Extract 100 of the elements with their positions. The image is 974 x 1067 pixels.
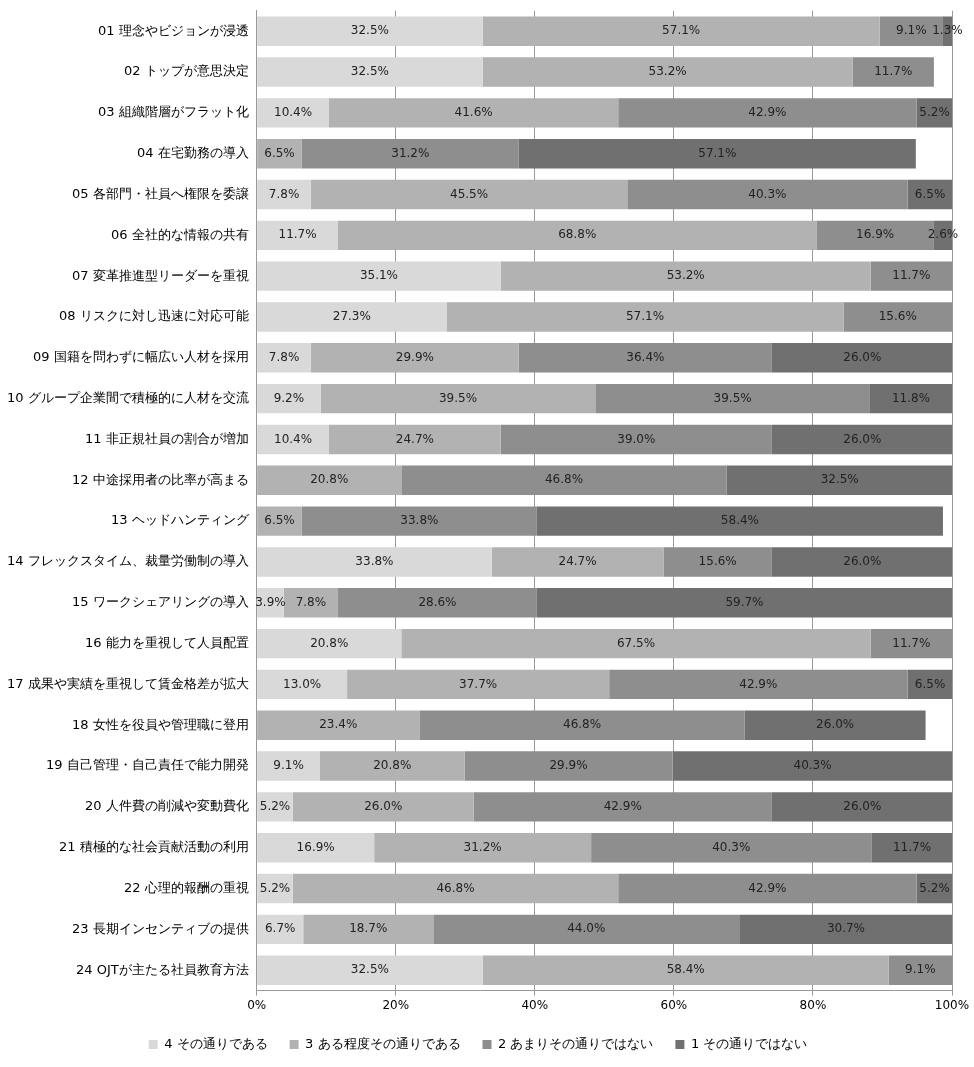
- y-tick-label: 07 変革推進型リーダーを重視: [71, 267, 249, 283]
- bar: [257, 220, 339, 251]
- data-label: 16.9%: [856, 227, 895, 242]
- x-tick-label: 40%: [521, 997, 549, 1012]
- data-label: 11.7%: [892, 839, 932, 854]
- bar: [257, 628, 402, 659]
- data-label: 6.5%: [914, 676, 946, 691]
- bar: [852, 57, 934, 87]
- y-tick-label: 13 ヘッドハンティング: [110, 512, 250, 528]
- bar: [482, 57, 853, 87]
- y-tick-label: 02 トップが意思決定: [123, 63, 249, 79]
- data-label: 26.0%: [364, 799, 403, 814]
- bar: [257, 792, 293, 822]
- data-label: 58.4%: [720, 513, 759, 528]
- data-label: 9.1%: [896, 23, 927, 38]
- bar: [257, 751, 320, 781]
- bar: [482, 955, 889, 985]
- data-label: 5.2%: [919, 880, 950, 895]
- data-label: 7.8%: [295, 594, 327, 609]
- data-label: 53.2%: [648, 64, 687, 79]
- data-label: 26.0%: [843, 799, 882, 814]
- x-tick-label: 60%: [660, 997, 688, 1012]
- bar: [257, 506, 302, 536]
- data-label: 11.7%: [892, 268, 931, 283]
- bar: [257, 98, 329, 128]
- bar: [491, 547, 664, 577]
- data-label: 5.2%: [259, 799, 291, 814]
- data-label: 10.4%: [274, 104, 313, 119]
- y-tick-label: 09 国籍を問わずに幅広い人材を採用: [32, 349, 249, 365]
- y-tick-label: 14 フレックスタイム、裁量労働制の導入: [6, 553, 249, 569]
- bar: [257, 16, 483, 46]
- data-label: 9.1%: [905, 962, 936, 977]
- y-tick-label: 22 心理的報酬の重視: [123, 879, 249, 895]
- y-tick-label: 17 成果や実績を重視して賃金格差が拡大: [6, 675, 249, 691]
- bar: [310, 179, 628, 210]
- data-label: 40.3%: [712, 839, 751, 854]
- y-tick-label: 11 非正規社員の割合が増加: [84, 430, 249, 446]
- y-tick-label: 24 OJTが主たる社員教育方法: [75, 961, 249, 977]
- y-tick-label: 20 人件費の削減や変動費化: [84, 798, 249, 814]
- bar: [871, 833, 952, 863]
- data-label: 58.4%: [666, 962, 705, 977]
- data-label: 9.2%: [273, 390, 305, 405]
- data-label: 30.7%: [826, 921, 866, 936]
- data-label: 6.5%: [264, 513, 295, 528]
- bar: [482, 16, 880, 46]
- y-tick-label: 16 能力を重視して人員配置: [84, 634, 249, 650]
- bar: [374, 833, 592, 863]
- bar: [328, 98, 619, 128]
- data-label: 6.5%: [914, 186, 946, 201]
- bar: [518, 138, 916, 169]
- bar: [320, 383, 596, 414]
- data-label: 57.1%: [625, 309, 665, 324]
- data-label: 18.7%: [349, 921, 388, 936]
- data-label: 15.6%: [878, 309, 917, 324]
- data-label: 53.2%: [666, 268, 705, 283]
- x-tick-label: 0%: [247, 997, 267, 1012]
- data-label: 24.7%: [558, 554, 597, 569]
- data-label: 42.9%: [739, 676, 778, 691]
- bar: [257, 261, 501, 291]
- data-label: 42.9%: [748, 880, 787, 895]
- bar: [869, 383, 952, 414]
- data-label: 27.3%: [332, 309, 371, 324]
- data-label: 31.2%: [391, 145, 430, 160]
- data-label: 16.9%: [296, 839, 335, 854]
- data-label: 9.1%: [273, 758, 304, 773]
- data-label: 6.5%: [264, 145, 295, 160]
- data-label: 40.3%: [748, 186, 787, 201]
- bar: [257, 833, 375, 863]
- data-label: 32.5%: [350, 962, 389, 977]
- data-label: 11.7%: [278, 227, 317, 242]
- data-label: 31.2%: [463, 839, 502, 854]
- bar: [401, 628, 871, 659]
- data-label: 32.5%: [350, 64, 389, 79]
- bar: [771, 792, 952, 822]
- legend-label: 3 ある程度その通りである: [305, 1035, 461, 1051]
- data-label: 40.3%: [793, 758, 832, 773]
- data-label: 39.5%: [713, 390, 752, 405]
- y-tick-label: 15 ワークシェアリングの導入: [71, 594, 249, 610]
- bar: [257, 955, 483, 985]
- data-label: 36.4%: [626, 349, 665, 364]
- bar: [744, 710, 926, 740]
- bar: [771, 547, 952, 577]
- bar: [257, 57, 483, 87]
- y-tick-label: 18 女性を役員や管理職に登用: [71, 716, 249, 732]
- bar: [292, 873, 619, 904]
- data-label: 41.6%: [454, 104, 493, 119]
- bar: [257, 179, 311, 210]
- data-label: 7.8%: [268, 349, 300, 364]
- bar: [347, 669, 610, 700]
- y-tick-label: 03 組織階層がフラット化: [97, 104, 249, 120]
- data-label: 26.0%: [843, 554, 882, 569]
- bar: [500, 261, 871, 291]
- bar: [771, 343, 952, 373]
- legend-label: 2 あまりその通りではない: [498, 1035, 654, 1051]
- data-label: 26.0%: [843, 431, 882, 446]
- bar: [257, 669, 348, 700]
- data-label: 10.4%: [274, 431, 313, 446]
- data-label: 33.8%: [400, 513, 439, 528]
- data-label: 29.9%: [549, 758, 588, 773]
- bar: [536, 588, 952, 618]
